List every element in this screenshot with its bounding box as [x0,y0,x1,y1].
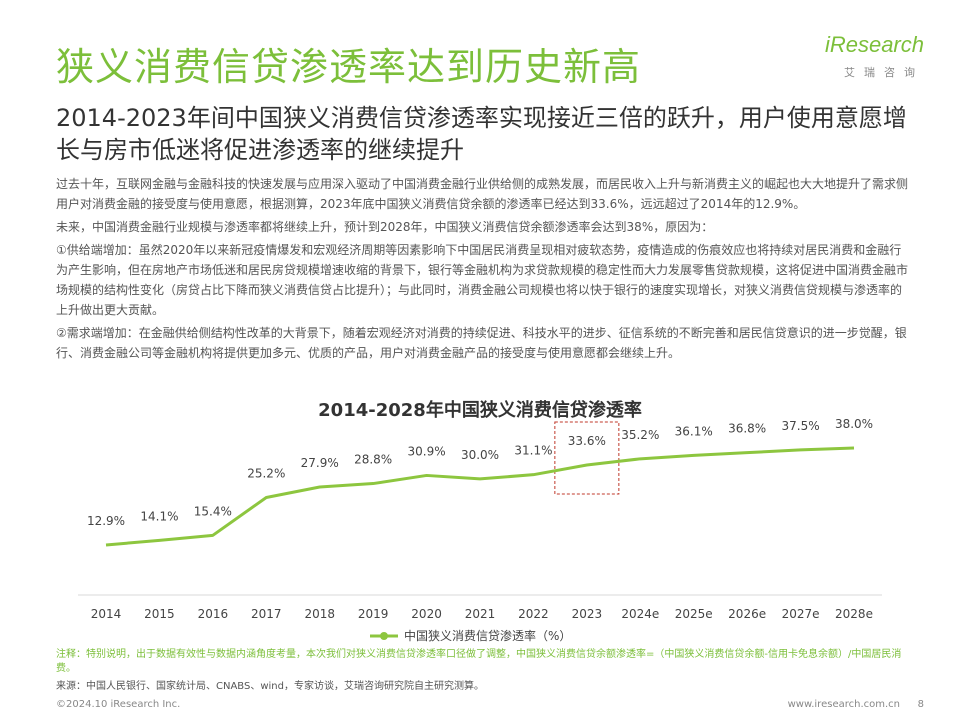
data-label: 33.6% [568,434,606,448]
x-tick-label: 2020 [411,607,442,621]
data-label: 25.2% [247,466,285,480]
body-paragraph: 过去十年，互联网金融与金融科技的快速发展与应用深入驱动了中国消费金融行业供给侧的… [56,177,909,211]
line-chart: 12.9% 14.1% 15.4% 25.2% 27.9% 28.8% 30.9% 30.0%… [78,417,882,643]
x-tick-label: 2015 [144,607,175,621]
iresearch-logo: iResearch 艾瑞咨询 [814,32,924,84]
chart-title: 2014-2028年中国狭义消费信贷渗透率 [318,400,642,421]
website-url: www.iresearch.com.cn [787,699,900,710]
data-label: 35.2% [621,428,659,442]
page-title: 狭义消费信贷渗透率达到历史新高 [56,45,642,89]
page-subtitle: 2014-2023年间中国狭义消费信贷渗透率实现接近三倍的跃升，用户使用意愿增长… [56,104,907,164]
legend-swatch-marker [380,632,388,640]
highlight-box [554,421,620,495]
data-label: 31.1% [514,444,552,458]
legend-label: 中国狭义消费信贷渗透率（%） [404,628,571,643]
x-tick-label: 2016 [198,607,229,621]
body-paragraph: ②需求端增加：在金融供给侧结构性改革的大背景下，随着宏观经济对消费的持续促进、科… [56,326,907,360]
body-text: 过去十年，互联网金融与金融科技的快速发展与应用深入驱动了中国消费金融行业供给侧的… [56,174,908,366]
data-label: 37.5% [782,419,820,433]
logo-sub-text: 艾瑞咨询 [844,66,924,79]
x-tick-label: 2028e [835,607,873,621]
x-tick-label: 2027e [782,607,820,621]
body-paragraph: ①供给端增加：虽然2020年以来新冠疫情爆发和宏观经济周期等因素影响下中国居民消… [56,243,909,317]
x-tick-label: 2017 [251,607,282,621]
x-tick-label: 2022 [518,607,549,621]
x-tick-label: 2024e [621,607,659,621]
data-label: 38.0% [835,417,873,431]
x-tick-label: 2026e [728,607,766,621]
copyright: ©2024.10 iResearch Inc. [56,699,181,710]
logo-brand-text: iResearch [824,32,924,57]
data-label: 36.1% [675,424,713,438]
data-label: 27.9% [301,456,339,470]
series-line [105,446,855,547]
x-tick-label: 2014 [91,607,122,621]
data-label: 12.9% [87,514,125,528]
data-label: 28.8% [354,453,392,467]
data-label: 14.1% [140,509,178,523]
data-label: 15.4% [194,504,232,518]
x-tick-label: 2018 [304,607,335,621]
x-tick-label: 2021 [465,607,496,621]
page-number: 8 [917,699,924,710]
data-label: 36.8% [728,422,766,436]
x-tick-label: 2023 [572,607,603,621]
body-paragraph: 未来，中国消费金融行业规模与渗透率都将继续上升，预计到2028年，中国狭义消费信… [56,220,714,234]
x-tick-label: 2019 [358,607,389,621]
data-label: 30.0% [461,448,499,462]
footnote: 注释：特别说明，出于数据有效性与数据内涵角度考量，本次我们对狭义消费信贷渗透率口… [56,649,902,674]
source-note: 来源：中国人民银行、国家统计局、CNABS、wind，专家访谈，艾瑞咨询研究院自… [56,681,484,692]
data-label: 30.9% [408,444,446,458]
x-tick-label: 2025e [675,607,713,621]
